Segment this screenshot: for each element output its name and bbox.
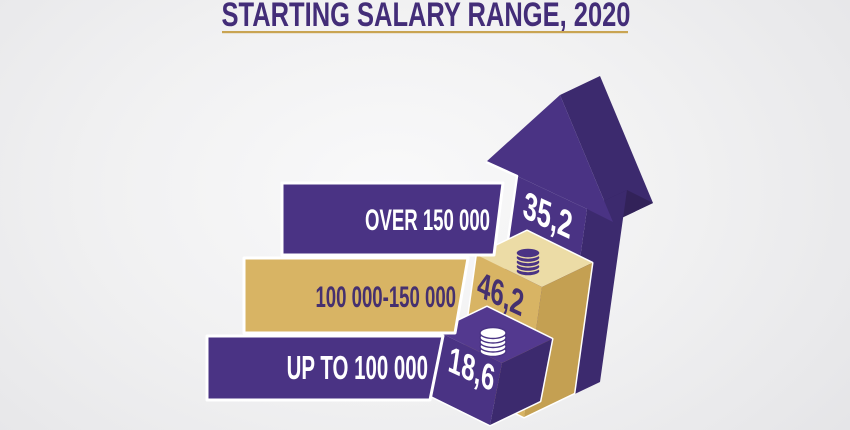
- plate-up-to-100000-label: UP TO 100 000: [287, 349, 428, 386]
- plate-up-to-100000-rect: [205, 334, 445, 402]
- coin-stack-icon-gold-column: [515, 247, 541, 277]
- arrow-head-front-face: [486, 95, 613, 222]
- plate-100000-150000-label: 100 000-150 000: [315, 281, 456, 315]
- title-underline: [222, 31, 628, 34]
- plate-up-to-100000: UP TO 100 000: [205, 334, 445, 402]
- coin: [479, 326, 507, 340]
- plate-100000-150000: 100 000-150 000: [242, 256, 470, 335]
- arrow-head-side-face: [560, 76, 653, 222]
- coin: [515, 247, 541, 259]
- plate-100000-150000-rect: [242, 256, 470, 335]
- plate-over-150000: OVER 150 000: [280, 181, 505, 257]
- chart-title: STARTING SALARY RANGE, 2020: [222, 0, 631, 34]
- plate-over-150000-rect: [280, 181, 505, 257]
- coin-stack-icon-purple-column: [479, 326, 507, 358]
- title-group: STARTING SALARY RANGE, 2020: [222, 0, 631, 34]
- column-front-side-face: [490, 339, 552, 425]
- plate-over-150000-label: OVER 150 000: [365, 204, 490, 238]
